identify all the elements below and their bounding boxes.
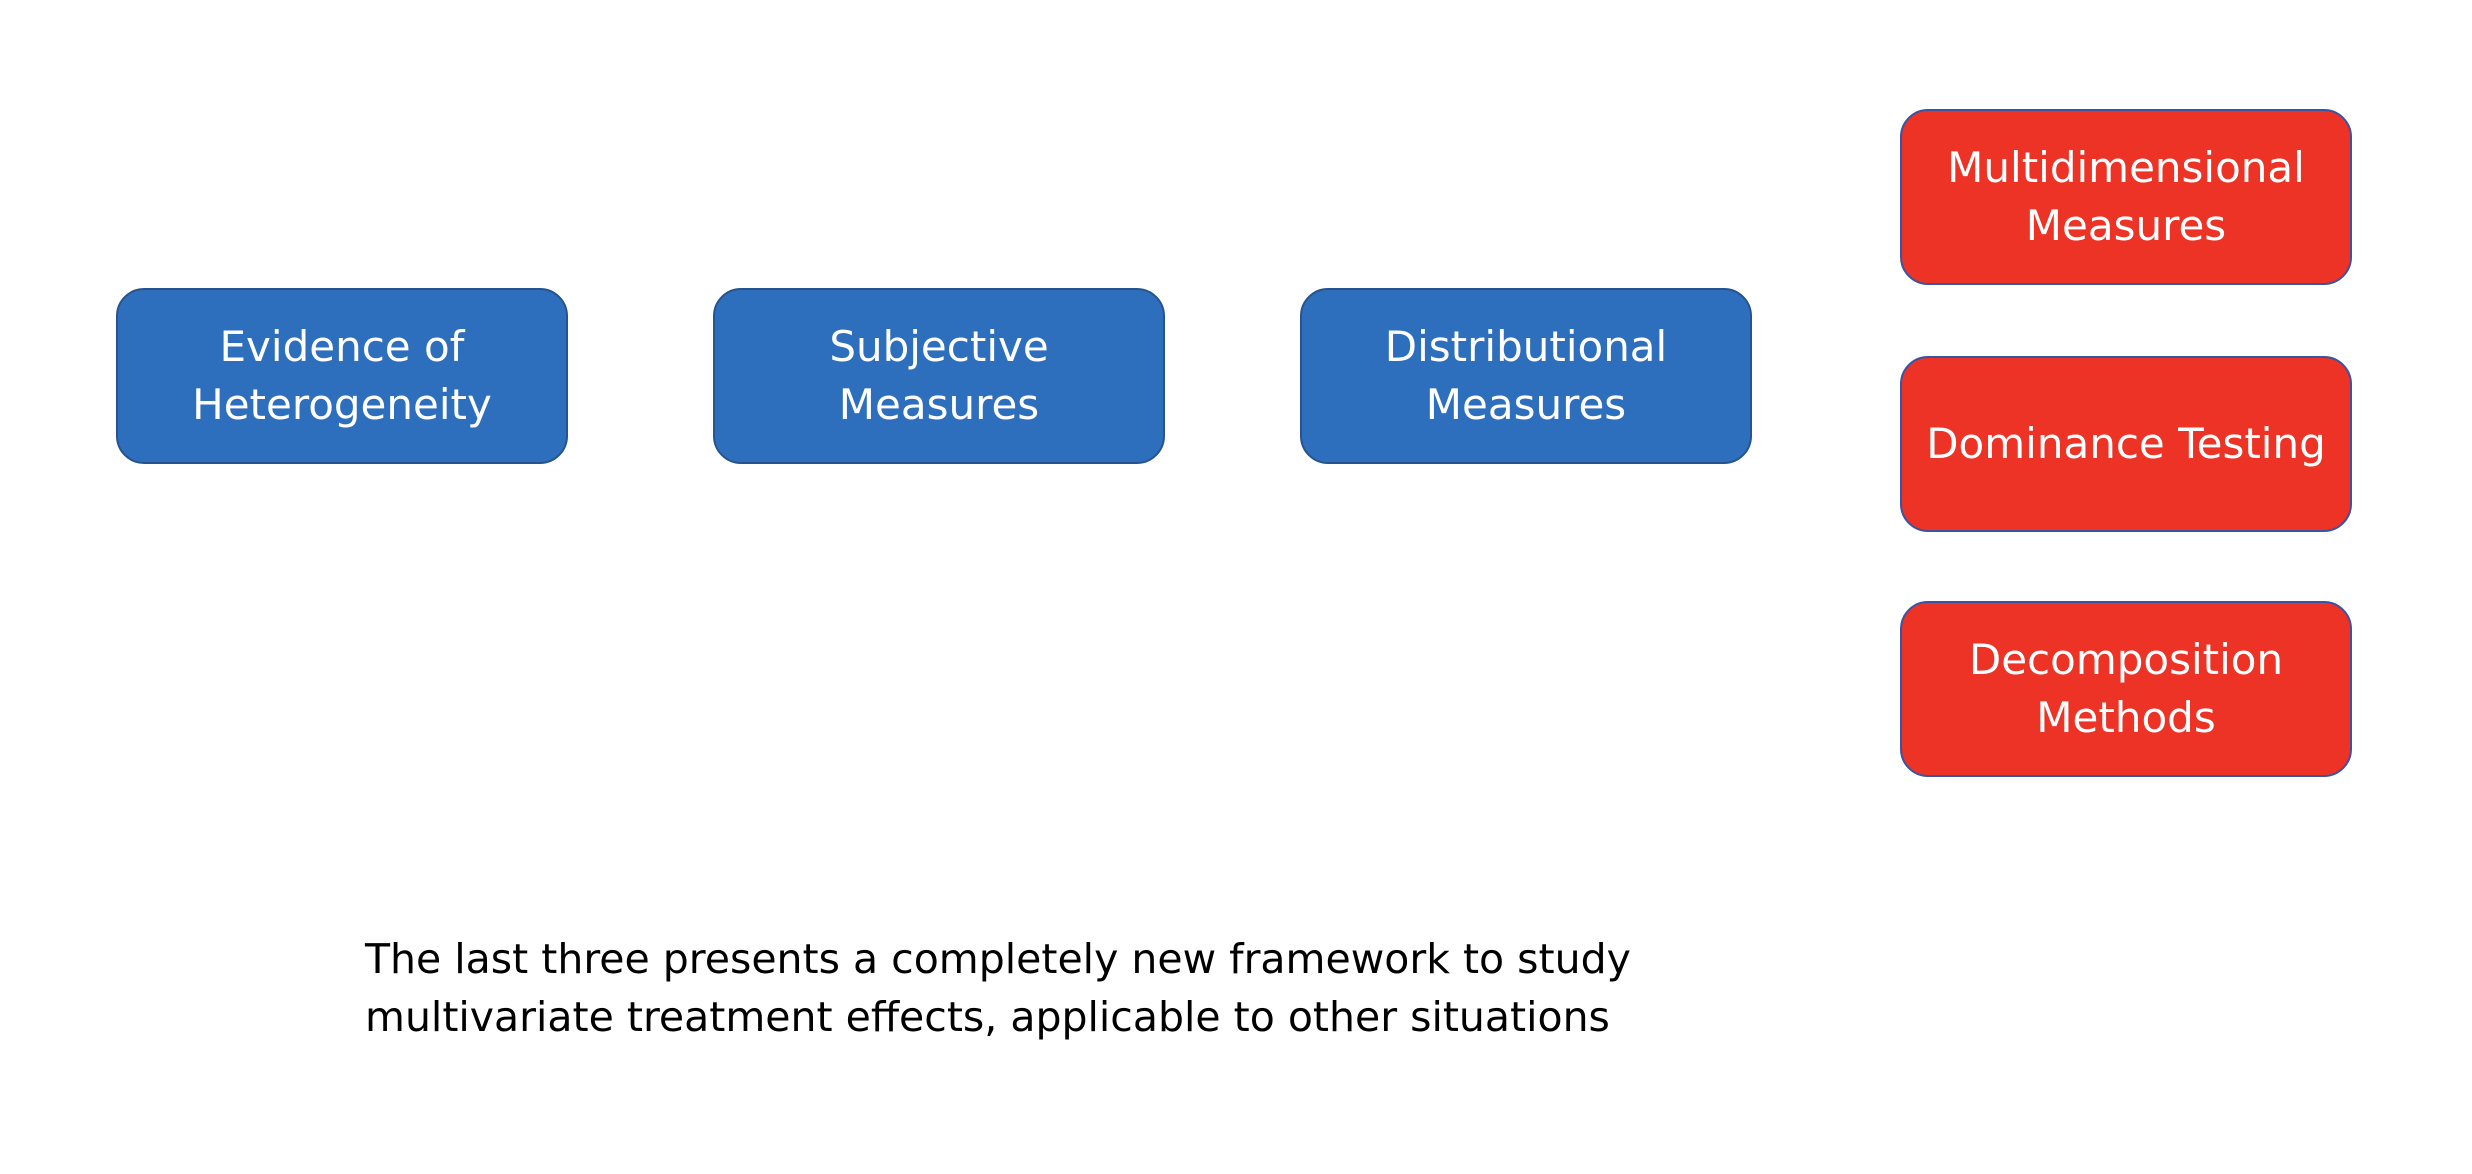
subjective-measures-box: Subjective Measures <box>713 288 1165 464</box>
multidimensional-measures-box: Multidimensional Measures <box>1900 109 2352 285</box>
caption-line-1: The last three presents a completely new… <box>365 935 1631 983</box>
decomposition-methods-box: Decomposition Methods <box>1900 601 2352 777</box>
caption-line-2: multivariate treatment effects, applicab… <box>365 993 1610 1041</box>
dominance-testing-box: Dominance Testing <box>1900 356 2352 532</box>
distributional-measures-box: Distributional Measures <box>1300 288 1752 464</box>
caption-text: The last three presents a completely new… <box>365 930 1765 1046</box>
evidence-of-heterogeneity-box: Evidence of Heterogeneity <box>116 288 568 464</box>
